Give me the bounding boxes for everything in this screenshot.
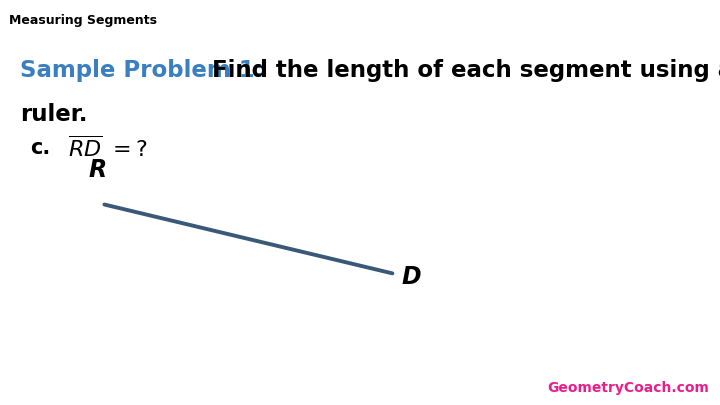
Text: Sample Problem 1:: Sample Problem 1:	[20, 59, 264, 82]
Text: ruler.: ruler.	[20, 103, 88, 126]
Text: R: R	[89, 158, 107, 182]
Text: GeometryCoach.com: GeometryCoach.com	[547, 381, 709, 395]
Text: c.: c.	[30, 138, 50, 158]
Text: Find the length of each segment using a: Find the length of each segment using a	[204, 59, 720, 82]
Text: D: D	[401, 265, 420, 290]
Text: $\overline{RD}$ $= ?$: $\overline{RD}$ $= ?$	[68, 135, 148, 160]
Text: Measuring Segments: Measuring Segments	[9, 14, 157, 27]
